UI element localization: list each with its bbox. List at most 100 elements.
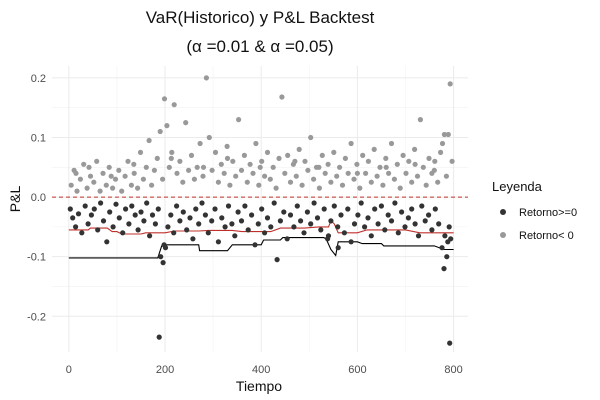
data-point bbox=[225, 203, 232, 209]
data-point bbox=[79, 230, 85, 236]
data-point bbox=[271, 200, 277, 206]
data-point bbox=[180, 209, 186, 215]
data-point bbox=[70, 215, 76, 221]
data-point bbox=[160, 260, 166, 266]
data-point bbox=[250, 170, 256, 176]
data-point bbox=[268, 224, 274, 230]
data-point bbox=[104, 239, 110, 245]
data-point bbox=[294, 203, 300, 209]
data-point bbox=[262, 230, 268, 236]
x-tick-label: 400 bbox=[252, 364, 270, 376]
data-point bbox=[146, 137, 152, 144]
data-point bbox=[405, 215, 411, 221]
data-point bbox=[81, 161, 87, 167]
data-point bbox=[147, 233, 153, 239]
data-point bbox=[77, 176, 83, 182]
data-point bbox=[135, 185, 141, 191]
data-point bbox=[132, 212, 138, 218]
data-point bbox=[397, 185, 403, 191]
legend-label-retorno-pos: Retorno>=0 bbox=[519, 207, 577, 219]
data-point bbox=[152, 221, 158, 227]
data-point bbox=[156, 334, 162, 340]
data-point bbox=[293, 173, 299, 179]
data-point bbox=[202, 212, 208, 218]
data-point bbox=[98, 200, 104, 206]
data-point bbox=[392, 200, 398, 206]
data-point bbox=[417, 117, 423, 123]
data-point bbox=[305, 167, 311, 173]
data-point bbox=[259, 158, 265, 164]
data-point bbox=[321, 206, 327, 212]
data-point bbox=[375, 221, 381, 227]
data-point bbox=[355, 212, 361, 218]
data-point bbox=[110, 224, 116, 230]
data-point bbox=[131, 170, 137, 176]
data-point bbox=[194, 164, 200, 170]
data-point bbox=[386, 170, 392, 176]
y-axis-ticks: -0.2 -0.1 0.0 0.1 0.2 bbox=[27, 73, 46, 323]
data-point bbox=[322, 170, 328, 176]
data-point bbox=[279, 94, 285, 100]
data-point bbox=[149, 212, 156, 218]
data-point bbox=[165, 224, 171, 230]
data-point bbox=[91, 206, 97, 212]
data-point bbox=[388, 140, 395, 147]
data-point bbox=[212, 206, 218, 212]
data-point bbox=[219, 215, 225, 221]
data-point bbox=[431, 167, 437, 173]
data-point bbox=[354, 170, 360, 176]
data-point bbox=[97, 188, 103, 194]
data-point bbox=[449, 158, 455, 164]
data-point bbox=[296, 146, 302, 152]
data-point bbox=[319, 152, 325, 158]
data-point bbox=[354, 161, 360, 167]
data-point bbox=[378, 203, 384, 209]
data-point bbox=[86, 164, 92, 170]
data-point bbox=[448, 236, 454, 242]
data-point bbox=[238, 167, 245, 173]
data-point bbox=[362, 224, 368, 230]
data-point bbox=[420, 164, 426, 170]
data-point bbox=[233, 173, 239, 179]
data-point bbox=[331, 203, 337, 209]
data-point bbox=[304, 209, 310, 215]
data-point bbox=[186, 167, 192, 173]
data-point bbox=[253, 140, 259, 147]
data-point bbox=[215, 239, 221, 245]
data-point bbox=[412, 146, 418, 152]
data-point bbox=[426, 155, 432, 161]
data-point bbox=[363, 170, 369, 176]
data-point bbox=[222, 224, 228, 230]
data-point bbox=[161, 242, 167, 248]
data-point bbox=[371, 146, 377, 152]
legend-label-retorno-neg: Retorno< 0 bbox=[519, 230, 574, 242]
data-point bbox=[348, 239, 354, 245]
data-point bbox=[131, 161, 137, 167]
data-point bbox=[141, 218, 147, 224]
data-point bbox=[299, 182, 305, 188]
legend-marker-retorno-neg bbox=[500, 232, 506, 238]
var-line bbox=[68, 219, 454, 235]
data-point bbox=[325, 233, 332, 239]
data-point bbox=[441, 131, 447, 138]
data-point bbox=[174, 170, 180, 176]
data-point bbox=[187, 215, 193, 221]
data-point bbox=[149, 182, 155, 188]
data-point bbox=[443, 173, 449, 179]
data-point bbox=[88, 212, 94, 218]
data-point bbox=[298, 218, 304, 224]
data-point bbox=[74, 188, 80, 194]
data-point bbox=[94, 158, 100, 164]
data-point bbox=[409, 179, 415, 185]
x-axis-ticks: 0 200 400 600 800 bbox=[66, 364, 463, 376]
data-point bbox=[380, 182, 386, 188]
data-point bbox=[383, 164, 389, 170]
legend-marker-retorno-pos bbox=[500, 209, 506, 215]
data-point bbox=[447, 340, 453, 346]
data-point bbox=[188, 152, 195, 158]
data-point bbox=[335, 224, 341, 230]
data-point bbox=[184, 227, 190, 233]
data-point bbox=[157, 128, 163, 135]
data-point bbox=[199, 200, 205, 206]
